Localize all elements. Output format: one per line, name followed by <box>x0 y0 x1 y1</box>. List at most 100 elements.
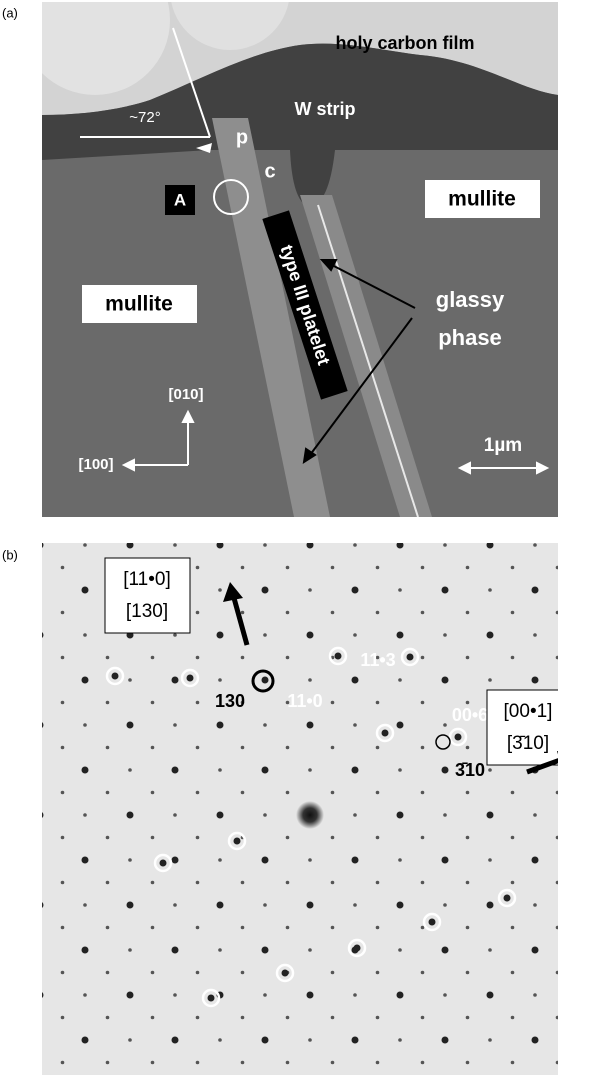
spot <box>443 723 447 727</box>
spot <box>187 675 194 682</box>
spot <box>61 1061 65 1065</box>
spot <box>234 838 241 845</box>
spot <box>106 971 110 975</box>
spot <box>466 656 470 660</box>
spot <box>533 543 537 547</box>
spot <box>421 881 425 885</box>
spot <box>196 971 200 975</box>
spot <box>335 653 342 660</box>
spot <box>556 1061 560 1065</box>
spot <box>532 677 539 684</box>
spot <box>263 543 267 547</box>
spot <box>218 678 222 682</box>
spot <box>556 971 560 975</box>
spot <box>488 768 492 772</box>
spot <box>241 971 245 975</box>
spot <box>196 701 200 705</box>
c-label: c <box>264 160 275 182</box>
mullite-label: mullite <box>105 293 173 316</box>
spot <box>487 812 494 819</box>
spot <box>442 1037 449 1044</box>
spot <box>376 1061 380 1065</box>
spot <box>128 1038 132 1042</box>
spot <box>151 656 155 660</box>
zone-label: [3̄10] <box>507 733 549 754</box>
spot <box>241 791 245 795</box>
spot <box>443 903 447 907</box>
spot <box>398 1038 402 1042</box>
spot <box>307 632 314 639</box>
spot <box>442 947 449 954</box>
spot <box>241 746 245 750</box>
spot <box>286 881 290 885</box>
spot <box>421 701 425 705</box>
spot <box>353 543 357 547</box>
spot <box>466 971 470 975</box>
spot <box>442 677 449 684</box>
spot <box>352 857 359 864</box>
spot <box>504 895 511 902</box>
spot <box>511 791 515 795</box>
spot <box>376 791 380 795</box>
spot <box>218 1038 222 1042</box>
spot <box>106 1016 110 1020</box>
spot <box>128 858 132 862</box>
spot <box>429 919 436 926</box>
spot <box>106 836 110 840</box>
spot <box>556 926 560 930</box>
spot <box>556 656 560 660</box>
spot <box>354 945 361 952</box>
spot <box>37 902 44 909</box>
spot <box>172 857 179 864</box>
spot <box>38 858 42 862</box>
spot <box>533 633 537 637</box>
spot <box>286 926 290 930</box>
spot <box>398 588 402 592</box>
spot <box>61 656 65 660</box>
spot <box>421 566 425 570</box>
spot <box>196 926 200 930</box>
spot <box>106 791 110 795</box>
spot <box>397 722 404 729</box>
spot <box>196 836 200 840</box>
spot-label: 11•3 <box>360 650 395 670</box>
spot <box>106 746 110 750</box>
spot <box>466 881 470 885</box>
spot <box>353 633 357 637</box>
site-label: A <box>174 190 186 209</box>
spot <box>307 992 314 999</box>
spot <box>442 767 449 774</box>
spot <box>172 947 179 954</box>
spot <box>331 836 335 840</box>
spot-label: 11•0 <box>287 691 322 711</box>
spot <box>487 902 494 909</box>
spot <box>376 1016 380 1020</box>
spot <box>151 971 155 975</box>
spot <box>151 926 155 930</box>
spot <box>556 1016 560 1020</box>
spot <box>151 701 155 705</box>
spot <box>38 588 42 592</box>
spot <box>38 1038 42 1042</box>
spot <box>61 926 65 930</box>
spot <box>353 903 357 907</box>
spot <box>38 678 42 682</box>
spot <box>488 678 492 682</box>
spot <box>151 791 155 795</box>
spot <box>398 678 402 682</box>
spot <box>353 723 357 727</box>
spot <box>331 1061 335 1065</box>
spot <box>511 836 515 840</box>
spot <box>352 767 359 774</box>
spot <box>398 948 402 952</box>
spot <box>466 1061 470 1065</box>
spot <box>196 611 200 615</box>
scale-label: 1µm <box>484 435 522 456</box>
spot <box>83 633 87 637</box>
spot <box>61 791 65 795</box>
spot <box>241 611 245 615</box>
spot <box>217 632 224 639</box>
spot <box>307 902 314 909</box>
angle-label: ~72° <box>129 109 160 126</box>
spot <box>217 902 224 909</box>
